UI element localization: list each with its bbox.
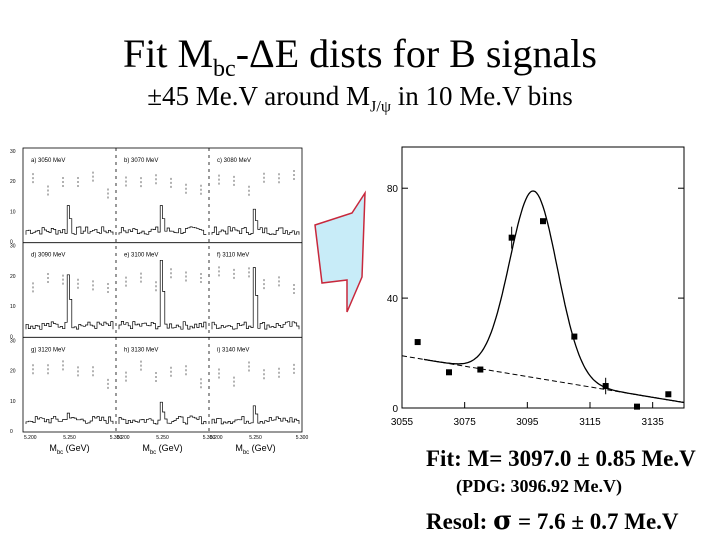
grid-y-tick-label: 10 — [10, 209, 16, 215]
panel-histogram — [118, 205, 207, 235]
subtitle-subscript: J/ψ — [370, 97, 391, 116]
mass-fit-chart: 0 40 80 3055 3075 3095 3115 3135 — [387, 146, 685, 428]
grid-x-axis-label: Mbc (GeV) — [142, 443, 182, 455]
panel-label: b) 3070 MeV — [124, 158, 158, 164]
y-tick-label: 40 — [387, 294, 399, 305]
grid-y-tick-label: 30 — [10, 244, 16, 250]
grid-x-tick-label: 5.300 — [110, 435, 123, 441]
grid-y-tick-label: 0 — [10, 240, 13, 246]
x-tick-label: 3135 — [642, 417, 665, 428]
arrow-icon — [314, 190, 366, 313]
panel-histogram — [118, 401, 207, 425]
axis-label-main: M — [235, 443, 243, 453]
panel-histogram — [118, 259, 207, 330]
panel-label: h) 3130 MeV — [124, 347, 158, 353]
panel-histogram — [25, 274, 114, 330]
grid-x-tick-label: 5.300 — [296, 435, 309, 441]
data-point — [508, 234, 515, 241]
axis-label-rest: (GeV) — [249, 443, 276, 453]
plot-frame — [401, 146, 685, 409]
data-point — [477, 366, 484, 373]
sigma-symbol: σ — [493, 506, 513, 536]
title-main: Fit M — [123, 31, 214, 76]
grid-y-tick-label: 10 — [10, 399, 16, 405]
axis-label-rest: (GeV) — [63, 443, 90, 453]
panel-histogram — [211, 208, 300, 235]
x-tick-label: 3055 — [391, 417, 414, 428]
subtitle-rest: in 10 Me.V bins — [390, 81, 573, 111]
grid-x-tick-label: 5.300 — [203, 435, 216, 441]
panel-label: c) 3080 MeV — [217, 158, 251, 164]
grid-x-axis-label: Mbc (GeV) — [235, 443, 275, 455]
panel-label: e) 3100 MeV — [124, 253, 158, 259]
resolution-result: Resol: σ = 7.6 ± 0.7 Me.V — [426, 506, 679, 536]
data-point — [540, 218, 546, 225]
title-rest: -ΔE dists for B signals — [235, 31, 597, 76]
panel-histogram — [211, 267, 300, 330]
y-tick-label: 80 — [387, 184, 399, 195]
grid-x-tick-label: 5.200 — [24, 435, 37, 441]
panel-histogram — [211, 405, 300, 425]
grid-frame — [22, 147, 303, 433]
subtitle-main: ±45 Me.V around M — [147, 81, 371, 111]
grid-y-tick-label: 20 — [10, 179, 16, 185]
y-tick-label: 0 — [392, 404, 398, 415]
grid-y-tick-label: 30 — [10, 338, 16, 344]
grid-x-axis-label: Mbc (GeV) — [49, 443, 89, 455]
grid-y-tick-label: 0 — [10, 334, 13, 340]
x-tick-label: 3075 — [454, 417, 477, 428]
grid-x-tick-label: 5.250 — [249, 435, 262, 441]
data-point — [634, 403, 640, 410]
x-tick-label: 3095 — [516, 417, 539, 428]
panel-label: a) 3050 MeV — [31, 158, 65, 164]
title-subscript: bc — [213, 56, 236, 82]
axis-label-sub: bc — [243, 450, 249, 455]
axis-label-rest: (GeV) — [156, 443, 183, 453]
data-point — [665, 391, 672, 398]
resolution-value: = 7.6 ± 0.7 Me.V — [512, 509, 679, 534]
data-point — [446, 369, 452, 376]
panel-histogram — [25, 412, 114, 424]
slide-title: Fit Mbc-ΔE dists for B signals — [0, 30, 720, 93]
panel-label: g) 3120 MeV — [31, 347, 65, 353]
panel-label: f) 3110 MeV — [217, 253, 249, 259]
data-point — [602, 383, 609, 390]
panel-label: i) 3140 MeV — [217, 347, 249, 353]
slide-subtitle: ±45 Me.V around MJ/ψ in 10 Me.V bins — [0, 80, 720, 122]
x-tick-label: 3115 — [579, 417, 601, 428]
panel-histogram — [25, 205, 114, 235]
grid-x-tick-label: 5.200 — [117, 435, 130, 441]
axis-label-sub: bc — [57, 450, 63, 455]
grid-y-tick-label: 20 — [10, 369, 16, 375]
arrow-shape — [314, 190, 366, 313]
grid-x-tick-label: 5.250 — [156, 435, 169, 441]
grid-y-tick-label: 30 — [10, 149, 16, 155]
pdg-value: (PDG: 3096.92 Me.V) — [456, 476, 622, 496]
grid-y-tick-label: 20 — [10, 274, 16, 280]
fit-result: Fit: M= 3097.0 ± 0.85 Me.V — [426, 446, 696, 471]
axis-label-main: M — [49, 443, 57, 453]
data-point — [571, 333, 578, 340]
grid-y-tick-label: 10 — [10, 304, 16, 310]
grid-x-tick-label: 5.200 — [210, 435, 223, 441]
panel-label: d) 3090 MeV — [31, 253, 65, 259]
resolution-label: Resol: — [426, 509, 494, 534]
data-point — [414, 339, 421, 346]
axis-label-main: M — [142, 443, 150, 453]
grid-y-tick-label: 0 — [10, 429, 13, 435]
fit-curve — [423, 190, 685, 404]
axis-label-sub: bc — [150, 450, 156, 455]
grid-x-tick-label: 5.250 — [63, 435, 76, 441]
